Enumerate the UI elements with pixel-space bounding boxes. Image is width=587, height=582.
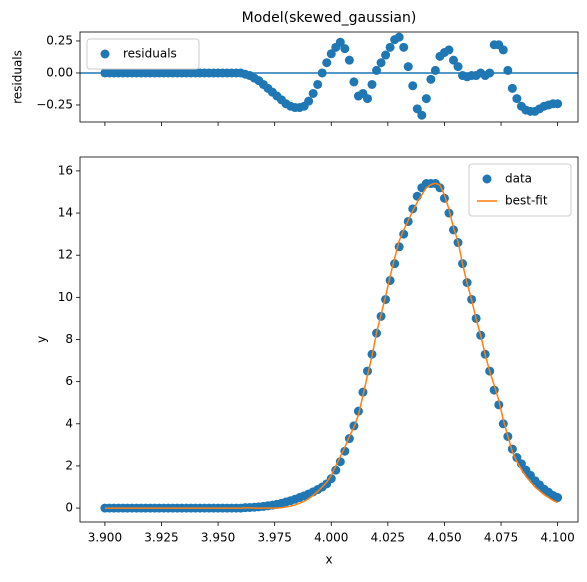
y-tick-label: 8 xyxy=(65,332,73,346)
data-point xyxy=(335,37,345,47)
data-point xyxy=(385,42,395,52)
plot-area xyxy=(100,179,563,513)
data-point xyxy=(313,79,323,89)
legend-label: data xyxy=(505,172,532,186)
y-tick-label: 2 xyxy=(65,458,73,472)
data-point xyxy=(340,44,350,54)
y-tick-label: 0 xyxy=(65,501,73,515)
chart-title: Model(skewed_gaussian) xyxy=(242,10,417,26)
data-point xyxy=(512,94,522,104)
x-tick-label: 3.900 xyxy=(88,531,122,545)
y-tick-label: 10 xyxy=(58,290,73,304)
legend-label: residuals xyxy=(123,47,177,61)
data-point xyxy=(376,58,386,68)
data-point xyxy=(453,62,463,72)
data-point xyxy=(553,99,563,109)
data-point xyxy=(444,208,454,218)
data-point xyxy=(349,77,359,87)
data-point xyxy=(449,55,458,65)
data-point xyxy=(485,68,495,78)
x-tick-label: 4.100 xyxy=(540,531,574,545)
data-point xyxy=(367,79,377,89)
legend-swatch xyxy=(100,49,110,59)
data-point xyxy=(344,55,354,65)
data-point xyxy=(308,88,318,98)
data-point xyxy=(417,110,427,120)
data-point xyxy=(326,474,336,484)
x-tick-label: 4.000 xyxy=(314,531,348,545)
y-tick-label: 16 xyxy=(58,163,73,177)
y-tick-label: 4 xyxy=(65,416,73,430)
fit-line xyxy=(104,182,558,509)
data-point xyxy=(317,68,327,78)
y-tick-label: 14 xyxy=(58,206,73,220)
data-point xyxy=(326,49,336,59)
data-point xyxy=(399,42,409,52)
plot-area xyxy=(80,32,578,120)
x-tick-label: 3.975 xyxy=(257,531,291,545)
legend-box xyxy=(86,38,200,70)
data-point xyxy=(408,81,418,91)
y-tick-label: 6 xyxy=(65,374,73,388)
data-point xyxy=(507,83,517,93)
axes-frame xyxy=(79,156,579,523)
x-tick-label: 3.925 xyxy=(144,531,178,545)
data-point xyxy=(430,65,440,75)
data-point xyxy=(304,96,314,106)
data-point xyxy=(403,62,413,72)
x-tick-label: 4.025 xyxy=(371,531,405,545)
x-tick-label: 3.950 xyxy=(201,531,235,545)
data-point xyxy=(503,65,513,75)
y-axis-label: y xyxy=(35,336,49,343)
data-point xyxy=(372,65,382,75)
data-point xyxy=(421,94,431,104)
data-point xyxy=(353,406,363,416)
data-point xyxy=(331,465,341,475)
y-tick-label: 0.25 xyxy=(46,33,73,47)
x-tick-label: 4.050 xyxy=(427,531,461,545)
data-point xyxy=(322,58,332,68)
data-point xyxy=(335,457,345,467)
data-point xyxy=(362,94,372,104)
data-point xyxy=(394,32,404,42)
x-tick-label: 4.075 xyxy=(484,531,518,545)
legend-label: best-fit xyxy=(505,194,548,208)
y-axis-label: residuals xyxy=(11,50,25,104)
data-point xyxy=(426,74,436,84)
legend-swatch xyxy=(482,174,492,184)
data-point xyxy=(498,45,508,55)
data-point xyxy=(444,45,454,55)
y-tick-label: 0.00 xyxy=(46,65,73,79)
x-axis-label: x xyxy=(325,553,332,567)
y-tick-label: 12 xyxy=(58,248,73,262)
data-point xyxy=(553,493,563,503)
axes-frame xyxy=(79,31,579,123)
data-point xyxy=(385,275,395,285)
data-point xyxy=(412,104,422,114)
data-point xyxy=(381,50,391,60)
legend-box xyxy=(468,163,572,217)
y-tick-label: −0.25 xyxy=(36,97,73,111)
